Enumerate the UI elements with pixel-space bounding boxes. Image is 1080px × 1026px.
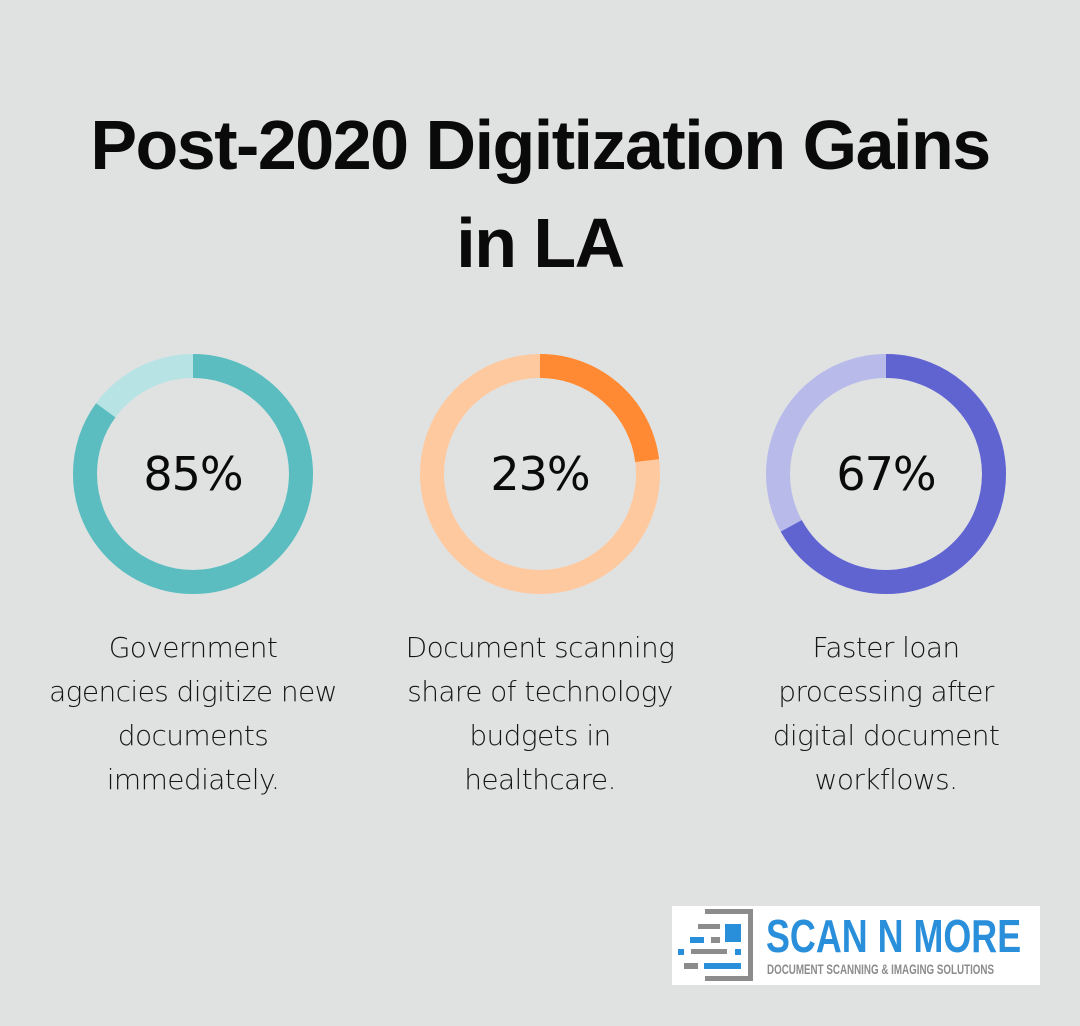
caption-line: healthcare. (464, 763, 616, 796)
caption-line: processing after (778, 675, 994, 708)
caption-line: budgets in (469, 719, 611, 752)
stat-caption: Faster loan processing after digital doc… (716, 626, 1056, 802)
caption-line: Faster loan (812, 631, 960, 664)
donut-progress-arc (766, 354, 1006, 594)
stat-value: 85% (143, 447, 243, 501)
stat-value: 67% (836, 447, 936, 501)
stat-value: 23% (490, 447, 590, 501)
donut-ring (420, 354, 660, 594)
page-title: Post-2020 Digitization Gains in LA (0, 96, 1080, 292)
scanner-logo-icon (678, 909, 753, 981)
caption-line: immediately. (106, 763, 280, 796)
donut-progress-arc (73, 354, 313, 594)
caption-line: share of technology (407, 675, 673, 708)
title-line-1: Post-2020 Digitization Gains (90, 106, 991, 184)
caption-line: Document scanning (405, 631, 675, 664)
stat-caption: Government agencies digitize new documen… (23, 626, 363, 802)
donut-progress-arc (420, 354, 660, 594)
caption-line: documents (117, 719, 269, 752)
title-line-2: in LA (456, 204, 625, 282)
logo-tagline: DOCUMENT SCANNING & IMAGING SOLUTIONS (767, 961, 995, 977)
donut-ring (73, 354, 313, 594)
caption-line: agencies digitize new (49, 675, 337, 708)
caption-line: workflows. (814, 763, 959, 796)
caption-line: digital document (772, 719, 1000, 752)
logo-name: SCAN N MORE (766, 910, 1022, 962)
caption-line: Government (108, 631, 278, 664)
stat-caption: Document scanning share of technology bu… (370, 626, 710, 802)
brand-logo: SCAN N MORE DOCUMENT SCANNING & IMAGING … (672, 906, 1040, 985)
donut-ring (766, 354, 1006, 594)
